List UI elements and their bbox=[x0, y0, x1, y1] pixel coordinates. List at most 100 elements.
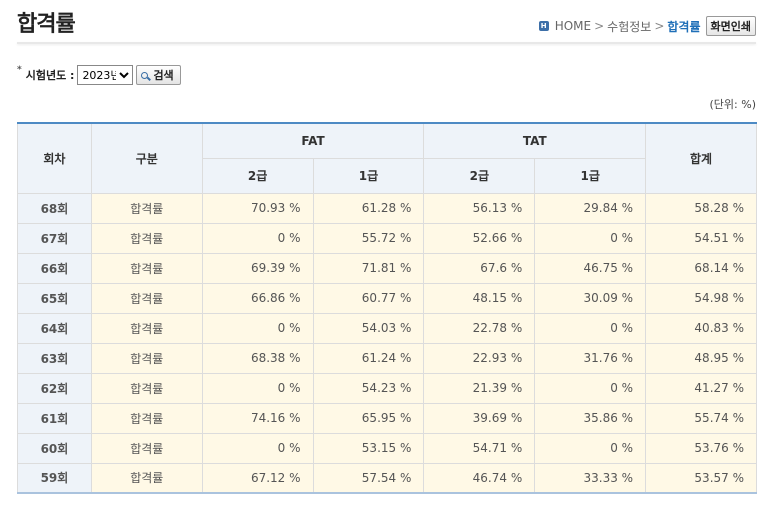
search-button[interactable]: 검색 bbox=[136, 65, 181, 85]
fat-grade2-cell: 0 % bbox=[201, 312, 314, 344]
round-cell: 60회 bbox=[17, 432, 92, 464]
category-cell: 합격률 bbox=[90, 402, 203, 434]
table-row: 61회 합격률 74.16 % 65.95 % 39.69 % 35.86 % 55.74 … bbox=[17, 402, 757, 434]
search-form: * 시험년도 : 2023년 검색 bbox=[17, 65, 181, 85]
round-cell: 65회 bbox=[17, 282, 92, 314]
unit-note: (단위: %) bbox=[709, 98, 756, 111]
table-row: 64회 합격률 0 % 54.03 % 22.78 % 0 % 40.83 % bbox=[17, 312, 757, 344]
fat-grade1-cell: 57.54 % bbox=[312, 462, 425, 494]
tat-grade2-cell: 22.93 % bbox=[423, 342, 536, 374]
table-row: 66회 합격률 69.39 % 71.81 % 67.6 % 46.75 % 68.14 % bbox=[17, 252, 757, 284]
total-cell: 40.83 % bbox=[645, 312, 757, 344]
breadcrumb-home[interactable]: HOME bbox=[554, 19, 592, 33]
fat-grade1-cell: 54.03 % bbox=[312, 312, 425, 344]
fat-grade1-cell: 53.15 % bbox=[312, 432, 425, 464]
tat-grade2-cell: 21.39 % bbox=[423, 372, 536, 404]
total-cell: 58.28 % bbox=[645, 192, 757, 224]
header-category: 구분 bbox=[90, 122, 203, 194]
tat-grade2-cell: 39.69 % bbox=[423, 402, 536, 434]
round-cell: 59회 bbox=[17, 462, 92, 494]
category-cell: 합격률 bbox=[90, 432, 203, 464]
tat-grade1-cell: 31.76 % bbox=[534, 342, 647, 374]
total-cell: 54.98 % bbox=[645, 282, 757, 314]
round-cell: 67회 bbox=[17, 222, 92, 254]
tat-grade2-cell: 22.78 % bbox=[423, 312, 536, 344]
tat-grade1-cell: 0 % bbox=[534, 432, 647, 464]
page-title: 합격률 bbox=[17, 12, 76, 37]
tat-grade1-cell: 0 % bbox=[534, 312, 647, 344]
home-icon: H bbox=[538, 21, 549, 31]
tat-grade2-cell: 46.74 % bbox=[423, 462, 536, 494]
round-cell: 61회 bbox=[17, 402, 92, 434]
total-cell: 48.95 % bbox=[645, 342, 757, 374]
header-tat-grade2: 2급 bbox=[423, 157, 536, 194]
category-cell: 합격률 bbox=[90, 462, 203, 494]
category-cell: 합격률 bbox=[90, 342, 203, 374]
fat-grade1-cell: 61.24 % bbox=[312, 342, 425, 374]
table-row: 67회 합격률 0 % 55.72 % 52.66 % 0 % 54.51 % bbox=[17, 222, 757, 254]
header-round: 회차 bbox=[17, 122, 92, 194]
tat-grade1-cell: 30.09 % bbox=[534, 282, 647, 314]
search-button-label: 검색 bbox=[153, 69, 174, 82]
header-total: 합계 bbox=[645, 122, 757, 194]
header-fat-grade1: 1급 bbox=[312, 157, 425, 194]
breadcrumb-separator: > bbox=[654, 19, 665, 33]
category-cell: 합격률 bbox=[90, 312, 203, 344]
required-mark: * bbox=[17, 65, 22, 75]
fat-grade2-cell: 0 % bbox=[201, 432, 314, 464]
header-fat-grade2: 2급 bbox=[201, 157, 314, 194]
fat-grade1-cell: 71.81 % bbox=[312, 252, 425, 284]
table-row: 65회 합격률 66.86 % 60.77 % 48.15 % 30.09 % 54.98 … bbox=[17, 282, 757, 314]
title-divider bbox=[17, 42, 756, 44]
tat-grade1-cell: 29.84 % bbox=[534, 192, 647, 224]
round-cell: 68회 bbox=[17, 192, 92, 224]
fat-grade1-cell: 60.77 % bbox=[312, 282, 425, 314]
fat-grade2-cell: 68.38 % bbox=[201, 342, 314, 374]
round-cell: 66회 bbox=[17, 252, 92, 284]
category-cell: 합격률 bbox=[90, 222, 203, 254]
total-cell: 41.27 % bbox=[645, 372, 757, 404]
total-cell: 55.74 % bbox=[645, 402, 757, 434]
year-label: 시험년도 : bbox=[25, 69, 75, 82]
breadcrumb-parent[interactable]: 수험정보 bbox=[607, 19, 652, 34]
tat-grade1-cell: 0 % bbox=[534, 372, 647, 404]
tat-grade2-cell: 52.66 % bbox=[423, 222, 536, 254]
header-tat-grade1: 1급 bbox=[534, 157, 647, 194]
fat-grade1-cell: 54.23 % bbox=[312, 372, 425, 404]
breadcrumb-current: 합격률 bbox=[667, 19, 701, 34]
category-cell: 합격률 bbox=[90, 192, 203, 224]
tat-grade2-cell: 67.6 % bbox=[423, 252, 536, 284]
category-cell: 합격률 bbox=[90, 252, 203, 284]
fat-grade2-cell: 74.16 % bbox=[201, 402, 314, 434]
table-row: 60회 합격률 0 % 53.15 % 54.71 % 0 % 53.76 % bbox=[17, 432, 757, 464]
header-fat: FAT bbox=[201, 122, 425, 159]
tat-grade2-cell: 56.13 % bbox=[423, 192, 536, 224]
pass-rate-table: 회차 구분 FAT TAT 합계 2급 1급 2급 1급 68회 합격률 70.93… bbox=[17, 122, 757, 494]
total-cell: 53.57 % bbox=[645, 462, 757, 494]
table-row: 68회 합격률 70.93 % 61.28 % 56.13 % 29.84 % 58.28 … bbox=[17, 192, 757, 224]
round-cell: 63회 bbox=[17, 342, 92, 374]
category-cell: 합격률 bbox=[90, 282, 203, 314]
search-icon bbox=[141, 71, 149, 79]
table-row: 63회 합격률 68.38 % 61.24 % 22.93 % 31.76 % 48.95 … bbox=[17, 342, 757, 374]
tat-grade1-cell: 46.75 % bbox=[534, 252, 647, 284]
fat-grade1-cell: 55.72 % bbox=[312, 222, 425, 254]
total-cell: 68.14 % bbox=[645, 252, 757, 284]
category-cell: 합격률 bbox=[90, 372, 203, 404]
round-cell: 62회 bbox=[17, 372, 92, 404]
year-select[interactable]: 2023년 bbox=[77, 65, 134, 85]
round-cell: 64회 bbox=[17, 312, 92, 344]
table-row: 62회 합격률 0 % 54.23 % 21.39 % 0 % 41.27 % bbox=[17, 372, 757, 404]
total-cell: 53.76 % bbox=[645, 432, 757, 464]
header-tat: TAT bbox=[423, 122, 647, 159]
print-button[interactable]: 화면인쇄 bbox=[705, 16, 756, 36]
table-row: 59회 합격률 67.12 % 57.54 % 46.74 % 33.33 % 53.57 … bbox=[17, 462, 757, 494]
tat-grade1-cell: 0 % bbox=[534, 222, 647, 254]
tat-grade1-cell: 33.33 % bbox=[534, 462, 647, 494]
fat-grade2-cell: 69.39 % bbox=[201, 252, 314, 284]
breadcrumb: H HOME > 수험정보 > 합격률 화면인쇄 bbox=[538, 16, 756, 36]
breadcrumb-separator: > bbox=[594, 19, 605, 33]
fat-grade2-cell: 0 % bbox=[201, 222, 314, 254]
fat-grade2-cell: 0 % bbox=[201, 372, 314, 404]
fat-grade2-cell: 70.93 % bbox=[201, 192, 314, 224]
